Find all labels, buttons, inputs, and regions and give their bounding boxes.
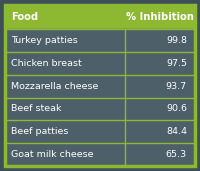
Text: 84.4: 84.4 — [166, 127, 187, 136]
Bar — [5, 97, 195, 120]
Bar — [5, 5, 195, 29]
Text: Beef patties: Beef patties — [11, 127, 68, 136]
Text: Turkey patties: Turkey patties — [11, 36, 78, 45]
Bar — [5, 120, 195, 143]
Text: Goat milk cheese: Goat milk cheese — [11, 150, 94, 159]
Text: 93.7: 93.7 — [166, 82, 187, 91]
Text: % Inhibition: % Inhibition — [126, 12, 194, 22]
Text: Beef steak: Beef steak — [11, 104, 62, 113]
Bar — [5, 52, 195, 75]
Bar — [5, 75, 195, 97]
Text: 65.3: 65.3 — [166, 150, 187, 159]
Text: Chicken breast: Chicken breast — [11, 59, 82, 68]
Text: 97.5: 97.5 — [166, 59, 187, 68]
Text: Mozzarella cheese: Mozzarella cheese — [11, 82, 98, 91]
Bar — [5, 143, 195, 166]
Bar — [5, 29, 195, 52]
Text: 90.6: 90.6 — [166, 104, 187, 113]
Text: 99.8: 99.8 — [166, 36, 187, 45]
Text: Food: Food — [11, 12, 38, 22]
